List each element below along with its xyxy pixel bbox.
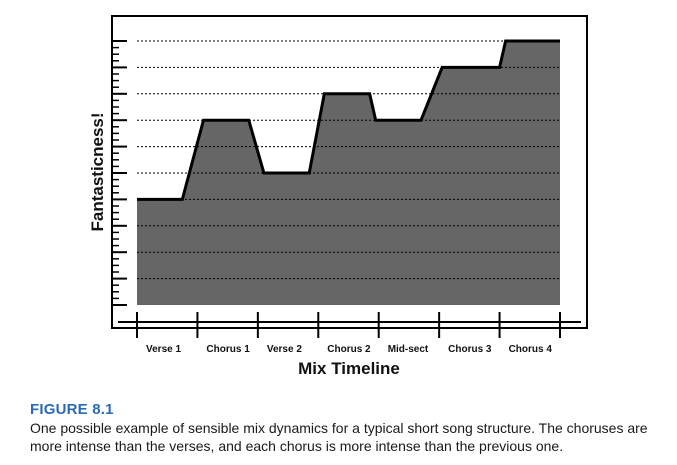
dynamics-line (137, 39, 560, 201)
y-axis-title: Fantasticness! (88, 112, 107, 231)
x-tick-label: Chorus 4 (509, 344, 553, 355)
figure-caption: One possible example of sensible mix dyn… (30, 420, 648, 454)
x-tick-label: Chorus 2 (327, 344, 371, 355)
x-tick-label: Verse 1 (146, 344, 181, 355)
x-tick-label: Verse 2 (267, 344, 302, 355)
x-axis-title: Mix Timeline (298, 359, 400, 378)
dynamics-area (137, 41, 560, 305)
x-tick-label: Chorus 1 (206, 344, 250, 355)
x-tick-label: Mid-sect (388, 344, 429, 355)
x-tick-label: Chorus 3 (448, 344, 492, 355)
dynamics-chart: Verse 1 Chorus 1 Verse 2 Chorus 2 Mid-sect Ch… (88, 15, 588, 378)
figure-label: FIGURE 8.1 (30, 401, 114, 418)
